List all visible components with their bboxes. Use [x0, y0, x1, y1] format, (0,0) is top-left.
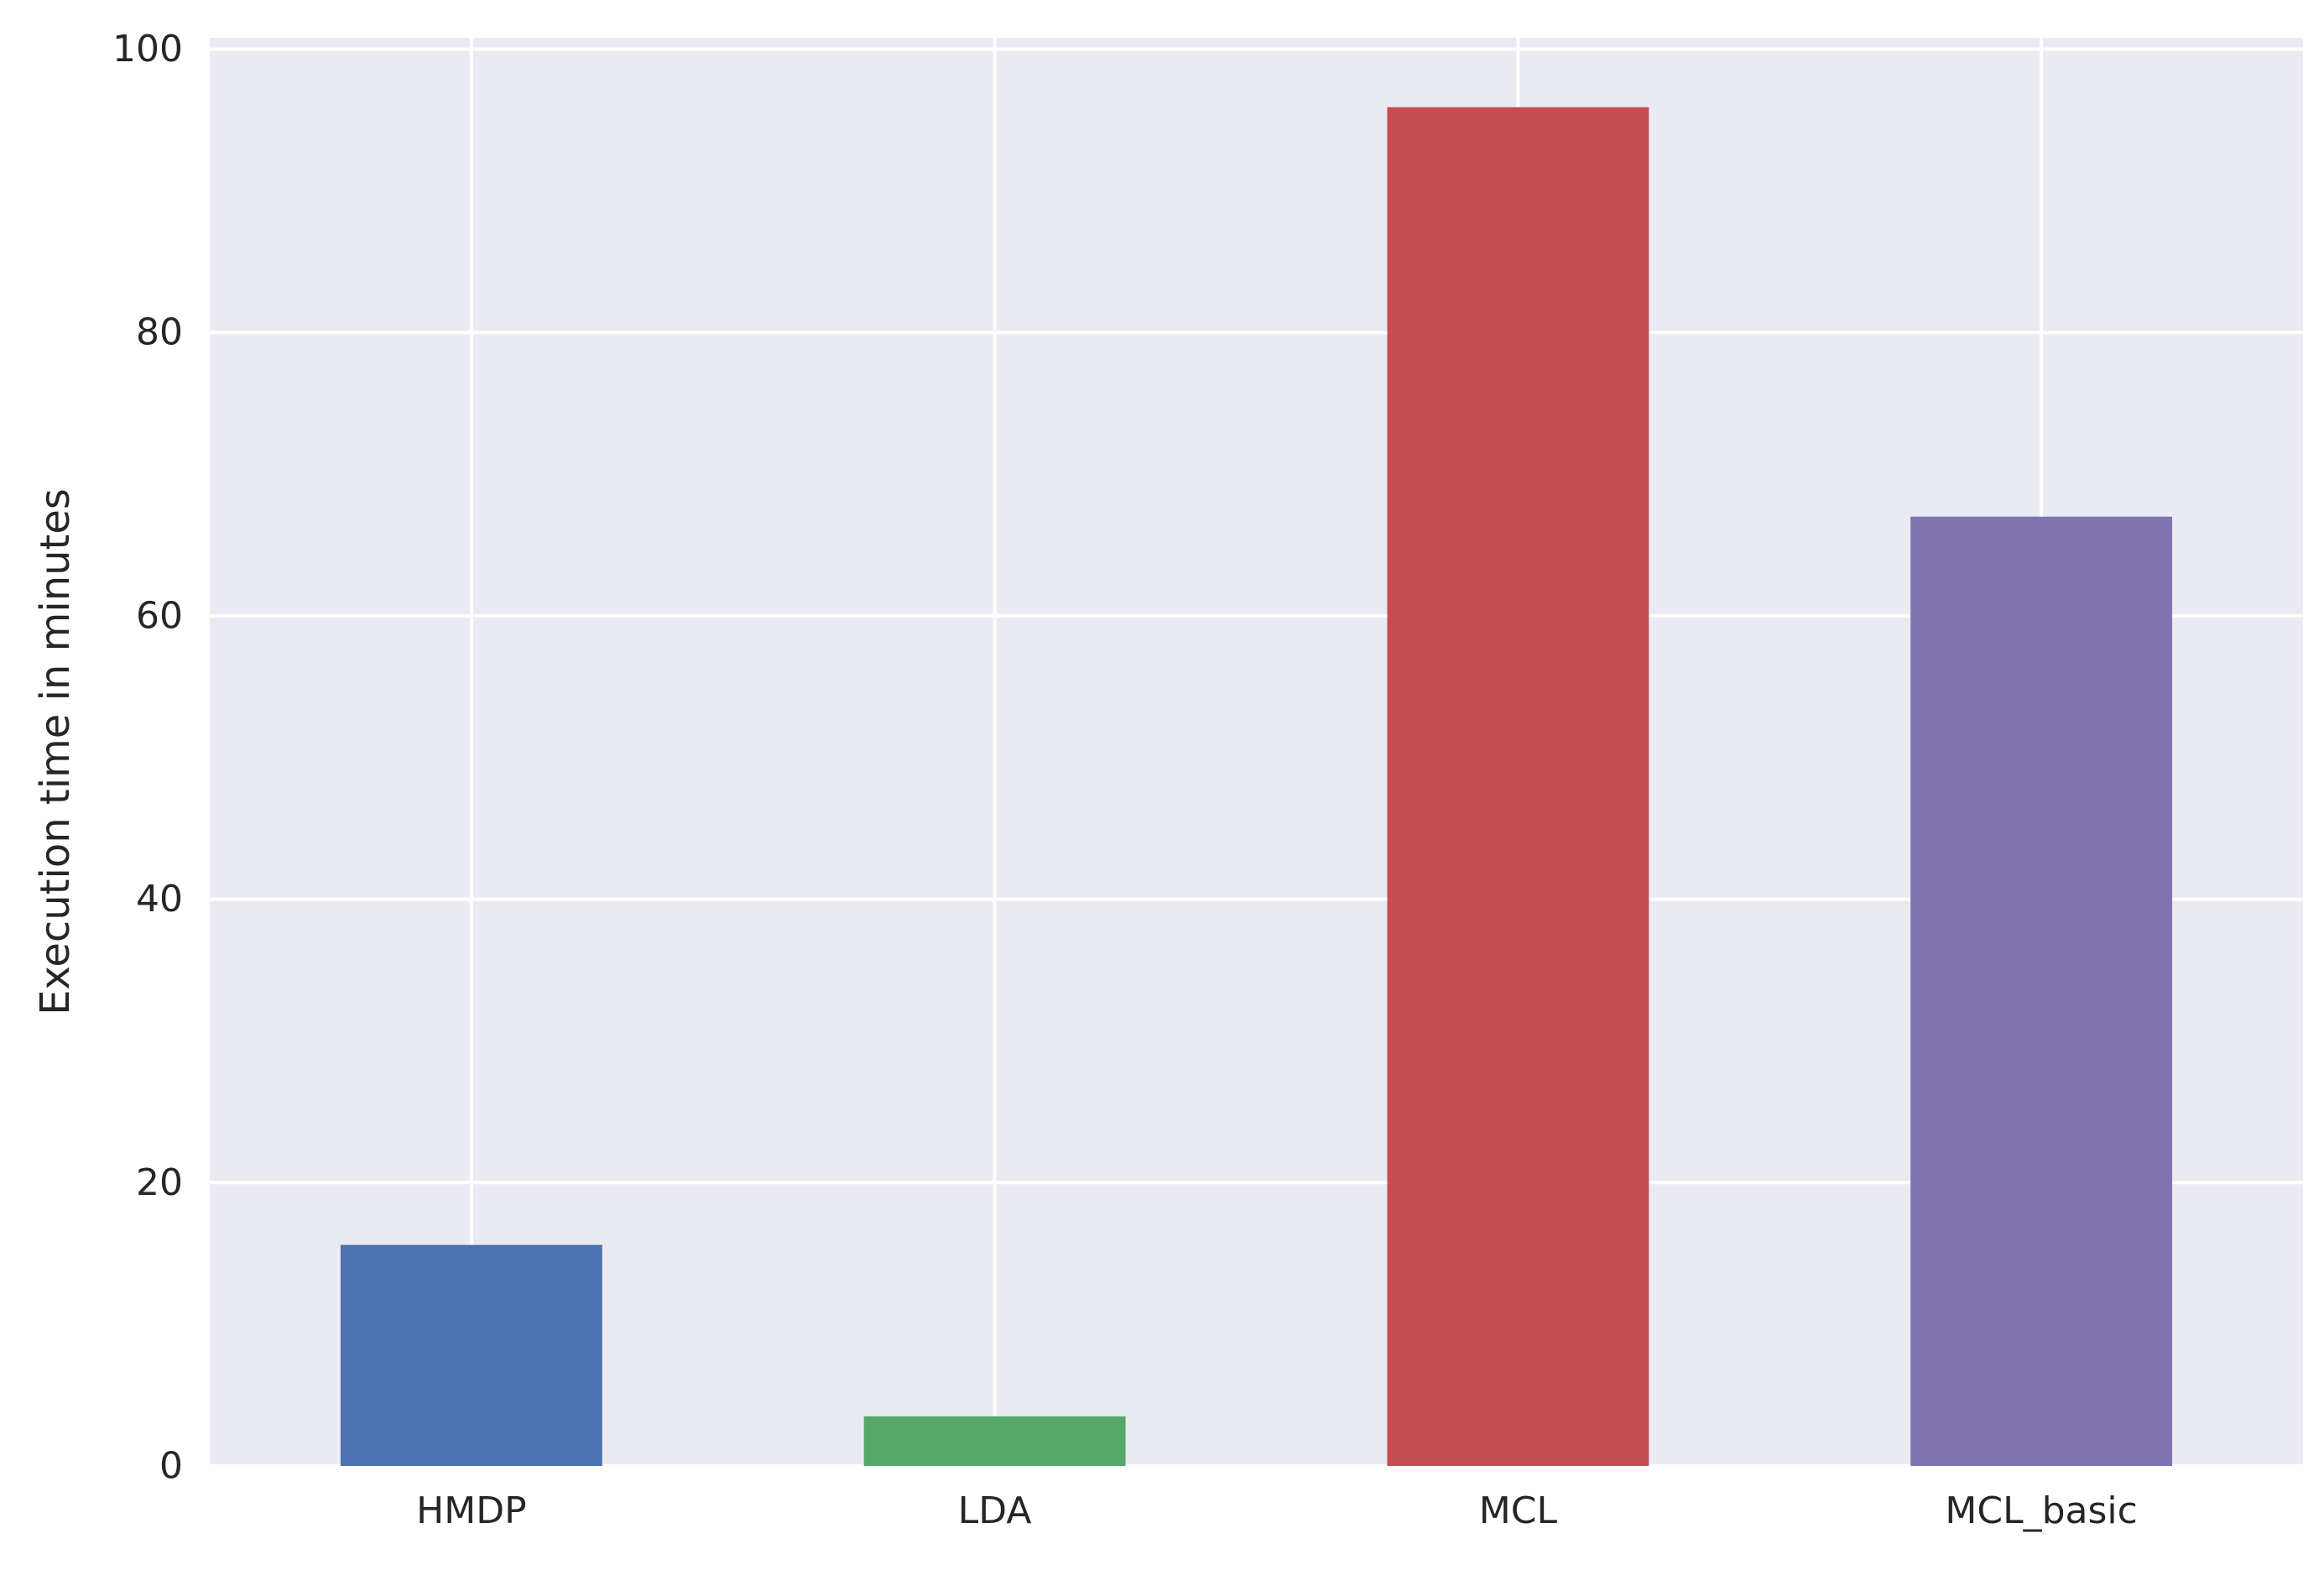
x-tick-label: HMDP — [416, 1489, 526, 1532]
y-tick-label: 80 — [136, 311, 183, 354]
bar-mcl — [1387, 107, 1649, 1467]
y-tick-label: 0 — [159, 1445, 183, 1488]
bar-lda — [863, 1416, 1126, 1466]
bar-mcl-basic — [1910, 516, 2173, 1466]
y-tick-label: 100 — [112, 28, 183, 70]
y-tick-label: 20 — [136, 1161, 183, 1204]
x-tick-label: LDA — [958, 1489, 1032, 1532]
bars — [340, 107, 2173, 1467]
x-tick-label: MCL_basic — [1945, 1489, 2137, 1532]
x-tick-labels: HMDP LDA MCL MCL_basic — [416, 1489, 2138, 1532]
y-tick-labels: 0 20 40 60 80 100 — [112, 28, 183, 1487]
y-tick-label: 40 — [136, 878, 183, 921]
y-tick-label: 60 — [136, 594, 183, 637]
y-axis-label: Execution time in minutes — [32, 488, 79, 1015]
bar-hmdp — [340, 1244, 602, 1466]
x-tick-label: MCL — [1479, 1489, 1558, 1532]
